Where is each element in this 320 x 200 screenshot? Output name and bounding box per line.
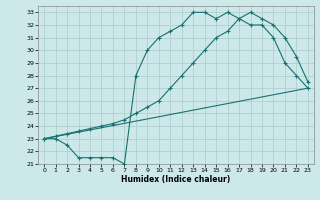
X-axis label: Humidex (Indice chaleur): Humidex (Indice chaleur)	[121, 175, 231, 184]
